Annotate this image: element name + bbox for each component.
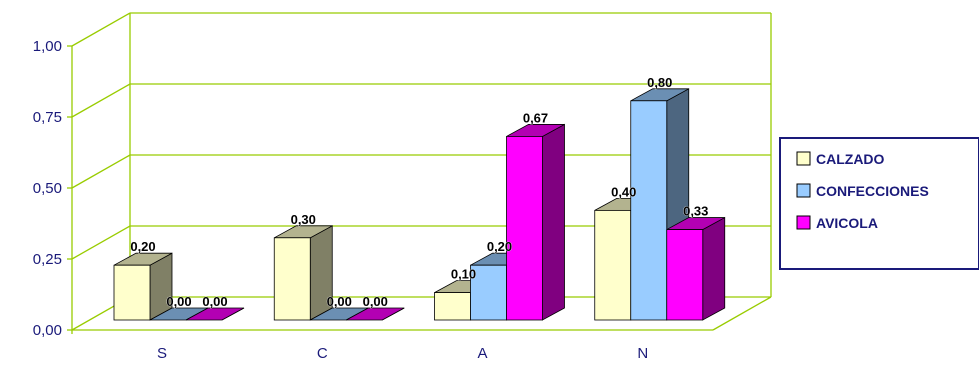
- legend-item-avicola: AVICOLA: [796, 215, 878, 231]
- data-label: 0,20: [130, 239, 155, 254]
- bar-front-face: [273, 237, 311, 321]
- data-label: 0,00: [327, 294, 352, 309]
- bar-front-face: [666, 229, 704, 321]
- y-tick-label: 1,00: [33, 38, 62, 55]
- data-label: 0,00: [202, 294, 227, 309]
- x-category-label: S: [157, 345, 167, 362]
- y-tick-label: 0,75: [33, 109, 62, 126]
- legend-label: CALZADO: [816, 151, 885, 167]
- gridline-side: [71, 12, 131, 47]
- bar-front-face: [434, 292, 471, 321]
- data-label: 0,67: [523, 110, 548, 125]
- bar-calzado-c: [273, 225, 333, 321]
- data-labels: 0,20 0,00 0,00 0,30 0,00 0,00 0,10 0,20 0,67 0,40…: [130, 75, 709, 310]
- bar-front-face: [630, 100, 668, 321]
- chart-grid: [71, 12, 772, 334]
- gridline-side: [71, 154, 131, 189]
- legend-swatch: [796, 215, 811, 230]
- bar-side-face: [702, 216, 726, 321]
- legend-swatch: [796, 151, 811, 166]
- legend-item-confecciones: CONFECCIONES: [796, 183, 929, 199]
- bar-front-face: [506, 136, 543, 321]
- data-label: 0,30: [291, 212, 316, 227]
- x-category-label: C: [317, 345, 328, 362]
- bar-side-face: [542, 123, 565, 321]
- legend-box: [779, 137, 979, 270]
- bar-front-face: [470, 264, 507, 321]
- y-tick-label: 0,50: [33, 180, 62, 197]
- legend-item-calzado: CALZADO: [796, 151, 885, 167]
- bar-top-face: [346, 307, 405, 321]
- data-label: 0,10: [451, 267, 476, 282]
- data-label: 0,33: [683, 204, 708, 219]
- legend-label: AVICOLA: [816, 215, 878, 231]
- legend-label: CONFECCIONES: [816, 183, 929, 199]
- bar-avicola-n: [666, 216, 726, 321]
- gridline-side: [71, 83, 131, 118]
- bar-front-face: [594, 209, 632, 321]
- y-tick-label: 0,00: [33, 322, 62, 339]
- data-label: 0,80: [647, 75, 672, 90]
- bar-avicola-s: [185, 307, 245, 321]
- gridline-side: [71, 225, 131, 260]
- bar-avicola-a: [506, 123, 565, 321]
- x-category-label: N: [637, 345, 648, 362]
- data-label: 0,20: [487, 239, 512, 254]
- y-axis-ticks: 0,00 0,25 0,50 0,75 1,00: [33, 38, 72, 339]
- x-category-label: A: [477, 345, 487, 362]
- bar-avicola-c: [346, 307, 405, 321]
- bar-top-face: [185, 307, 245, 321]
- legend-swatch: [796, 183, 811, 198]
- data-label: 0,40: [611, 184, 636, 199]
- chart-bars: [113, 88, 726, 321]
- data-label: 0,00: [363, 294, 388, 309]
- bar-calzado-s: [113, 252, 173, 321]
- bar-front-face: [113, 264, 151, 321]
- y-tick-label: 0,25: [33, 251, 62, 268]
- data-label: 0,00: [166, 294, 191, 309]
- chart-legend: CALZADO CONFECCIONES AVICOLA: [779, 137, 979, 270]
- floor-right-edge: [712, 296, 772, 331]
